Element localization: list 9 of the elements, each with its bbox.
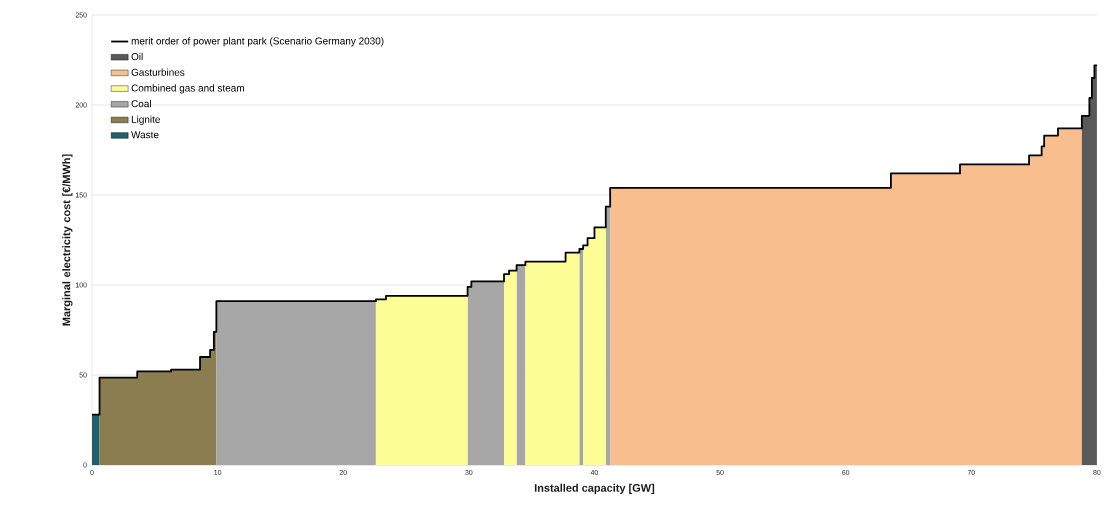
y-axis-title: Marginal electricity cost [€/MWh] <box>62 154 73 326</box>
legend-label: Combined gas and steam <box>131 84 244 94</box>
legend-label: merit order of power plant park (Scenario Germany 2030) <box>131 37 384 47</box>
x-axis-title: Installed capacity [GW] <box>534 483 655 494</box>
legend-label: Gasturbines <box>131 68 185 76</box>
legend-label: Coal <box>131 99 151 108</box>
legend-label: Oil <box>131 52 143 61</box>
legend-label: Waste <box>131 131 159 139</box>
legend-label: Lignite <box>131 115 160 125</box>
